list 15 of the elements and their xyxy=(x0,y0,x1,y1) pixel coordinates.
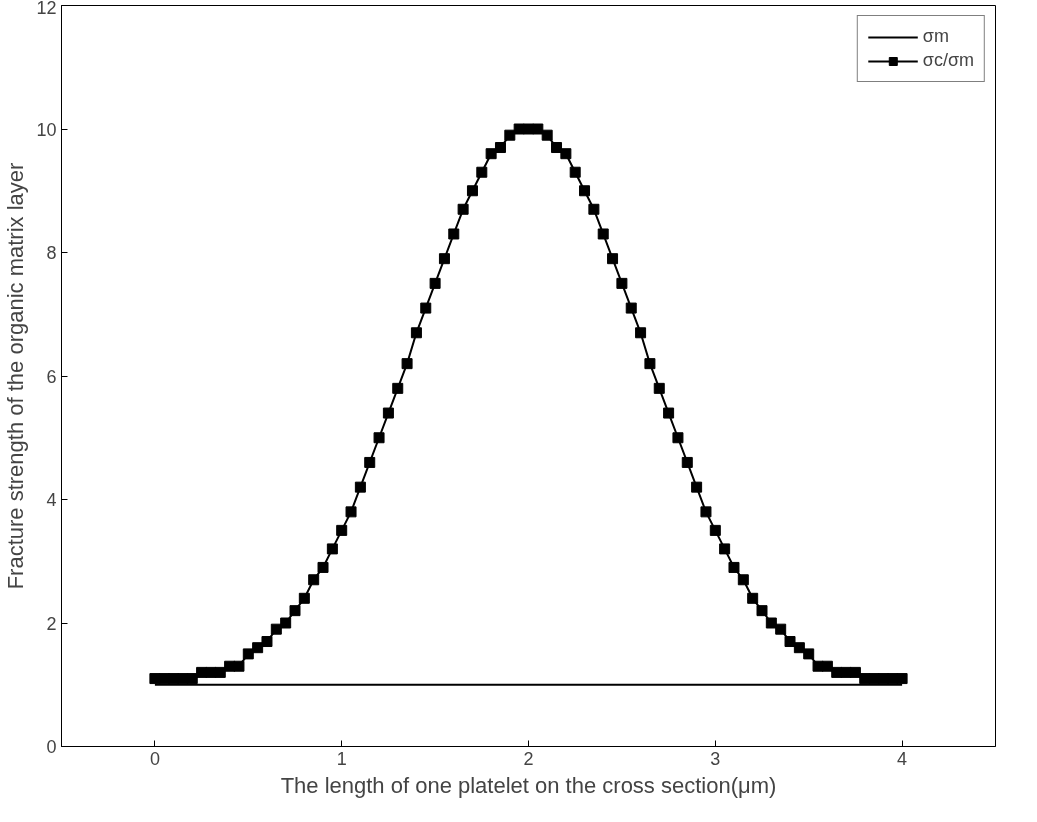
x-tick-label: 1 xyxy=(336,748,347,769)
y-axis-title: Fracture strength of the organic matrix layer xyxy=(3,162,29,590)
y-tick-label: 8 xyxy=(46,243,57,263)
legend-label: σc/σm xyxy=(922,50,974,71)
legend-label: σm xyxy=(922,26,949,47)
x-tick-label: 0 xyxy=(149,748,160,769)
x-tick-label: 2 xyxy=(523,748,534,769)
x-tick-label: 3 xyxy=(710,748,721,769)
x-tick-label: 4 xyxy=(897,748,908,769)
y-tick-label: 12 xyxy=(36,0,57,18)
y-tick-label: 10 xyxy=(36,119,57,140)
x-axis-title: The length of one platelet on the cross section(μm) xyxy=(280,772,777,798)
y-tick-label: 4 xyxy=(46,490,57,510)
y-tick-label: 6 xyxy=(46,366,57,387)
y-tick-label: 2 xyxy=(46,613,57,634)
